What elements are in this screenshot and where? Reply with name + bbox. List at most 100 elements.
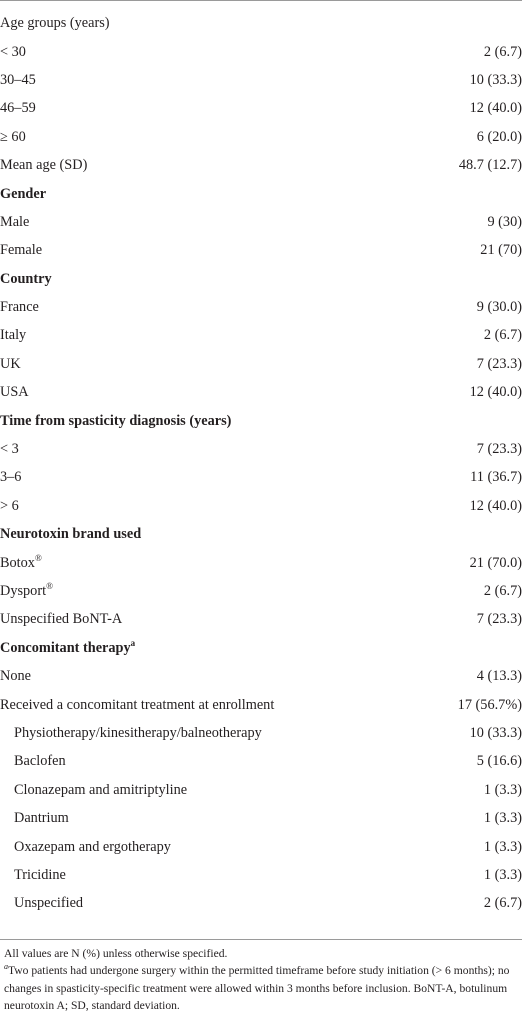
row-value: 7 (23.3) bbox=[476, 355, 522, 372]
row-label-text: Neurotoxin brand used bbox=[0, 526, 142, 543]
table-row: Dantrium 1 (3.3) bbox=[0, 804, 522, 832]
row-value: 21 (70) bbox=[480, 242, 522, 259]
row-label: < 30 bbox=[0, 37, 423, 65]
row-value: 48.7 (12.7) bbox=[458, 157, 522, 174]
table-row: Male 9 (30) bbox=[0, 208, 522, 236]
row-label-text: None bbox=[0, 668, 31, 685]
bottom-rule bbox=[0, 939, 522, 940]
row-label-text: Italy bbox=[0, 327, 27, 344]
table-row: Unspecified BoNT-A 7 (23.3) bbox=[0, 605, 522, 633]
row-label-text: Concomitant therapy bbox=[0, 639, 131, 656]
row-value bbox=[423, 520, 522, 548]
row-label-text: 30–45 bbox=[0, 71, 36, 88]
section-header-row: Gender bbox=[0, 179, 522, 207]
row-label: Dysport® bbox=[0, 577, 423, 605]
row-label-text: Tricidine bbox=[14, 866, 66, 883]
table-row: Oxazepam and ergotherapy 1 (3.3) bbox=[0, 832, 522, 860]
table-row: 3–6 11 (36.7) bbox=[0, 463, 522, 491]
row-label: Oxazepam and ergotherapy bbox=[0, 832, 423, 860]
row-value: 7 (23.3) bbox=[476, 441, 522, 458]
table-row: Italy 2 (6.7) bbox=[0, 321, 522, 349]
row-value bbox=[423, 265, 522, 293]
table-row: ≥ 60 6 (20.0) bbox=[0, 123, 522, 151]
section-header-row: Neurotoxin brand used bbox=[0, 520, 522, 548]
row-label: Unspecified BoNT-A bbox=[0, 605, 423, 633]
row-label: 3–6 bbox=[0, 463, 423, 491]
row-value bbox=[423, 634, 522, 662]
row-label-text: Oxazepam and ergotherapy bbox=[14, 838, 171, 855]
row-value: 1 (3.3) bbox=[483, 866, 522, 883]
row-value: 11 (36.7) bbox=[470, 469, 522, 486]
row-label: 46–59 bbox=[0, 94, 423, 122]
row-value: 12 (40.0) bbox=[469, 100, 522, 117]
row-label: ≥ 60 bbox=[0, 123, 423, 151]
row-label-text: Received a concomitant treatment at enro… bbox=[0, 696, 275, 713]
row-value: 2 (6.7) bbox=[483, 583, 522, 599]
row-value bbox=[423, 179, 522, 207]
footnote-a-marker: a bbox=[4, 962, 8, 972]
superscript-mark: a bbox=[130, 638, 136, 649]
row-value: 6 (20.0) bbox=[476, 128, 522, 145]
table-row: None 4 (13.3) bbox=[0, 662, 522, 690]
row-label: Botox® bbox=[0, 548, 423, 576]
row-value: 2 (6.7) bbox=[483, 327, 522, 344]
row-label-text: Dantrium bbox=[14, 810, 69, 827]
row-label: Dantrium bbox=[0, 804, 423, 832]
table-row: Clonazepam and amitriptyline 1 (3.3) bbox=[0, 776, 522, 804]
section-header-row: Country bbox=[0, 265, 522, 293]
row-label-text: Mean age (SD) bbox=[0, 157, 88, 174]
table-row: Female 21 (70) bbox=[0, 236, 522, 264]
row-value: 9 (30) bbox=[487, 213, 522, 230]
row-label-text: France bbox=[0, 299, 39, 316]
row-value: 2 (6.7) bbox=[483, 895, 522, 912]
row-label: Clonazepam and amitriptyline bbox=[0, 776, 423, 804]
row-label-text: < 3 bbox=[0, 441, 19, 458]
row-value: 12 (40.0) bbox=[469, 384, 522, 401]
table-row: < 30 2 (6.7) bbox=[0, 37, 522, 65]
row-label: USA bbox=[0, 378, 423, 406]
row-value bbox=[423, 9, 522, 37]
row-label: Gender bbox=[0, 179, 423, 207]
row-value: 9 (30.0) bbox=[476, 299, 522, 316]
row-label: Female bbox=[0, 236, 423, 264]
row-value: 1 (3.3) bbox=[483, 781, 522, 798]
row-value: 1 (3.3) bbox=[483, 810, 522, 827]
row-value: 12 (40.0) bbox=[469, 497, 522, 514]
row-label-text: Age groups (years) bbox=[0, 15, 110, 32]
row-value: 2 (6.7) bbox=[483, 43, 522, 60]
row-value: 1 (3.3) bbox=[483, 838, 522, 855]
row-label-text: ≥ 60 bbox=[0, 128, 26, 145]
table-row: USA 12 (40.0) bbox=[0, 378, 522, 406]
superscript-mark: ® bbox=[34, 552, 42, 563]
row-label-text: Physiotherapy/kinesitherapy/balneotherap… bbox=[14, 724, 262, 741]
table-row: < 3 7 (23.3) bbox=[0, 435, 522, 463]
row-label-text: Botox bbox=[0, 554, 35, 571]
row-label: France bbox=[0, 293, 423, 321]
row-label-text: 3–6 bbox=[0, 469, 22, 486]
table-row: Age groups (years) bbox=[0, 9, 522, 37]
row-value: 17 (56.7%) bbox=[457, 696, 522, 713]
row-label: Italy bbox=[0, 321, 423, 349]
footnote-a-text: Two patients had undergone surgery withi… bbox=[4, 964, 510, 1013]
row-label-text: Time from spasticity diagnosis (years) bbox=[0, 412, 232, 429]
row-label: UK bbox=[0, 350, 423, 378]
row-label-text: Baclofen bbox=[14, 753, 66, 770]
row-value: 10 (33.3) bbox=[469, 724, 522, 741]
row-label: None bbox=[0, 662, 423, 690]
table-row: France 9 (30.0) bbox=[0, 293, 522, 321]
footnote-values: All values are N (%) unless otherwise sp… bbox=[4, 947, 228, 960]
table-row: UK 7 (23.3) bbox=[0, 350, 522, 378]
row-label: Baclofen bbox=[0, 747, 423, 775]
row-label-text: Unspecified bbox=[14, 895, 84, 912]
row-label-text: Unspecified BoNT-A bbox=[0, 611, 123, 628]
demographics-table: Age groups (years) < 30 2 (6.7) 30–45 10 (33… bbox=[0, 9, 522, 918]
row-label-text: UK bbox=[0, 355, 21, 372]
row-label: Age groups (years) bbox=[0, 9, 423, 37]
superscript-mark: ® bbox=[46, 581, 53, 592]
section-header-row: Concomitant therapya bbox=[0, 634, 522, 662]
row-label-text: Dysport bbox=[0, 583, 47, 599]
row-label-text: Country bbox=[0, 270, 52, 287]
row-label: Physiotherapy/kinesitherapy/balneotherap… bbox=[0, 719, 423, 747]
table-row: 30–45 10 (33.3) bbox=[0, 66, 522, 94]
table-row: 46–59 12 (40.0) bbox=[0, 94, 522, 122]
